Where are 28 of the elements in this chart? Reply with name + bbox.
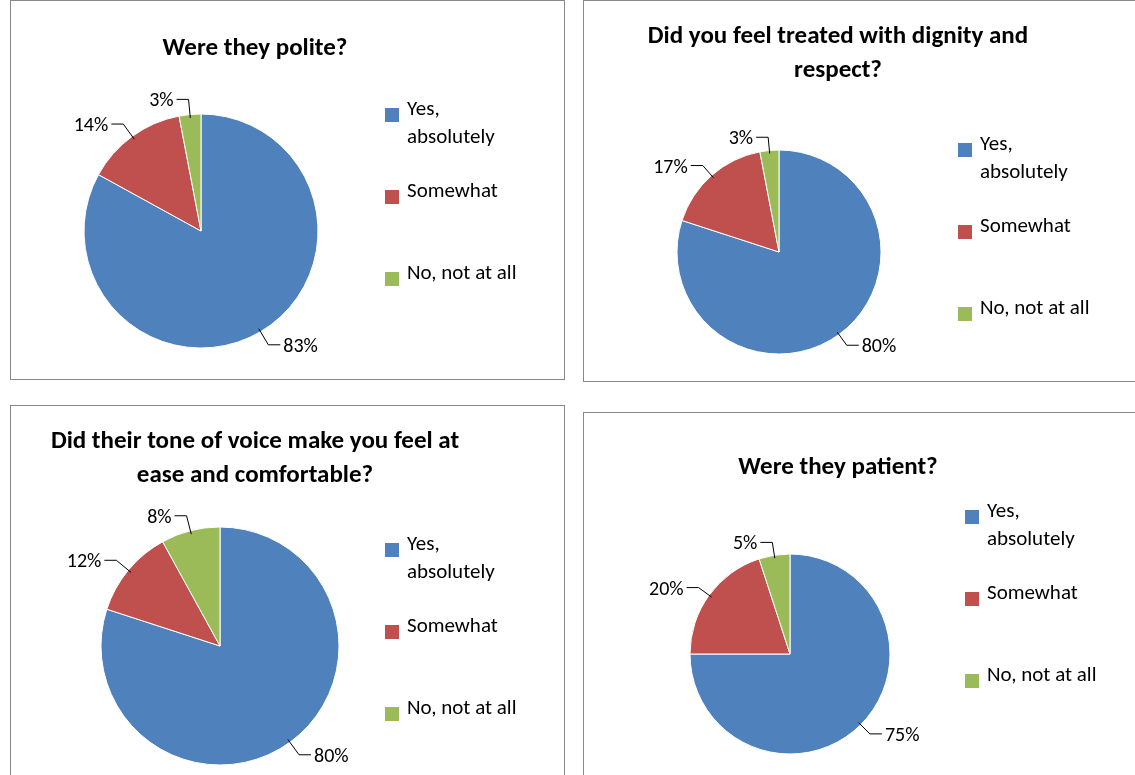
legend-label: No, not at all (987, 661, 1097, 687)
legend-label: Yes, absolutely (987, 497, 1076, 551)
data-label: 3% (149, 87, 174, 112)
legend-label: No, not at all (407, 259, 517, 285)
legend-label: Somewhat (407, 177, 498, 203)
legend-label: Somewhat (407, 612, 498, 638)
data-label: 80% (861, 333, 897, 358)
legend-label: Somewhat (987, 579, 1078, 605)
legend-label: Yes, absolutely (407, 530, 496, 584)
legend-label: No, not at all (980, 294, 1090, 320)
chart-title: Did their tone of voice make you feel at ease and comfortable? (50, 424, 460, 489)
legend-label: Yes, absolutely (407, 95, 496, 149)
data-label: 17% (653, 153, 688, 178)
chart-title: Did you feel treated with dignity and respect? (647, 19, 1029, 84)
legend-label: Somewhat (980, 212, 1071, 238)
data-label: 3% (728, 125, 754, 150)
legend-label: No, not at all (407, 694, 517, 720)
legend-label: Yes, absolutely (980, 130, 1069, 184)
chart-title: Were they patient? (738, 450, 938, 481)
chart-title: Were they polite? (162, 31, 348, 62)
data-label: 5% (732, 530, 758, 555)
data-label: 83% (283, 332, 318, 357)
data-label: 20% (649, 575, 684, 600)
data-label: 12% (66, 548, 102, 573)
data-label: 8% (147, 503, 172, 528)
data-label: 14% (73, 112, 109, 137)
data-label: 75% (884, 721, 920, 746)
data-label: 80% (314, 742, 349, 767)
